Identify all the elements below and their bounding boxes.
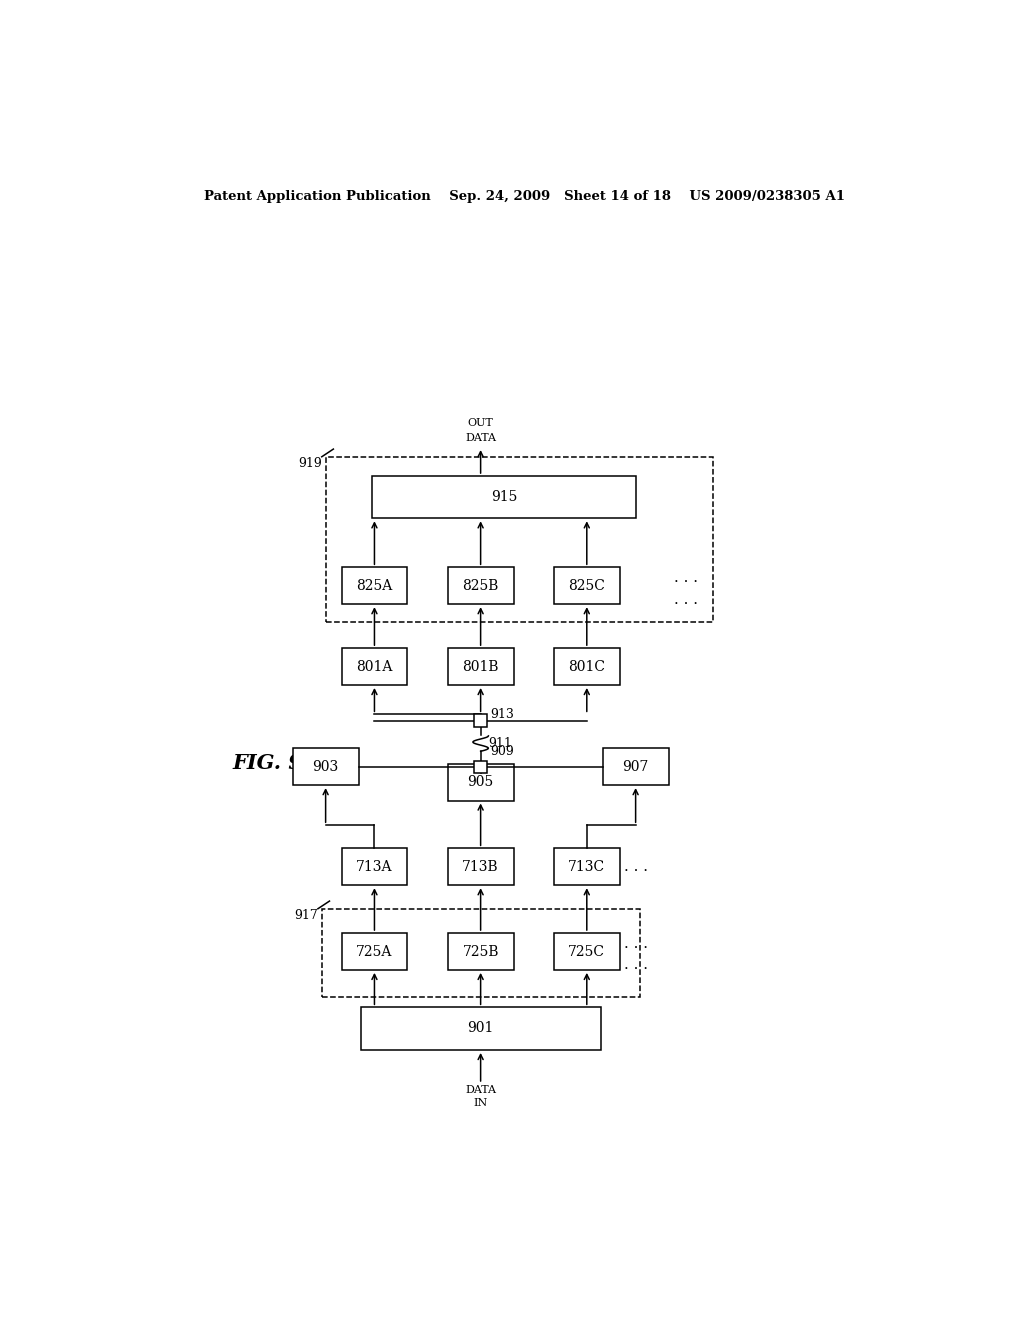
Text: FIG. 9: FIG. 9 bbox=[232, 752, 303, 772]
Text: 713A: 713A bbox=[356, 859, 392, 874]
Text: 913: 913 bbox=[489, 708, 514, 721]
Text: IN: IN bbox=[473, 1098, 487, 1107]
Bar bbox=[603, 748, 669, 785]
Text: 825C: 825C bbox=[568, 578, 605, 593]
Bar bbox=[326, 457, 713, 622]
Text: 725B: 725B bbox=[463, 945, 499, 958]
Bar bbox=[447, 568, 514, 605]
Text: Patent Application Publication    Sep. 24, 2009   Sheet 14 of 18    US 2009/0238: Patent Application Publication Sep. 24, … bbox=[205, 190, 845, 203]
Text: 801A: 801A bbox=[356, 660, 392, 673]
Text: 907: 907 bbox=[623, 760, 649, 774]
Bar bbox=[342, 933, 408, 970]
Bar bbox=[372, 477, 636, 519]
Text: 801B: 801B bbox=[463, 660, 499, 673]
Text: 725A: 725A bbox=[356, 945, 392, 958]
Text: 713B: 713B bbox=[462, 859, 499, 874]
Text: 909: 909 bbox=[489, 744, 514, 758]
Text: 901: 901 bbox=[467, 1022, 494, 1035]
Text: DATA: DATA bbox=[465, 1085, 496, 1096]
Bar bbox=[554, 933, 620, 970]
Bar bbox=[342, 648, 408, 685]
Bar bbox=[447, 648, 514, 685]
Text: 919: 919 bbox=[298, 457, 322, 470]
Bar bbox=[342, 849, 408, 886]
Bar bbox=[322, 908, 640, 998]
Text: 825A: 825A bbox=[356, 578, 392, 593]
Text: . . .: . . . bbox=[674, 572, 698, 585]
Text: OUT: OUT bbox=[468, 418, 494, 428]
Bar bbox=[474, 714, 486, 726]
Text: . . .: . . . bbox=[624, 958, 647, 973]
Text: 713C: 713C bbox=[568, 859, 605, 874]
Bar bbox=[554, 568, 620, 605]
Text: . . .: . . . bbox=[624, 859, 647, 874]
Text: . . .: . . . bbox=[674, 593, 698, 607]
Bar bbox=[360, 1007, 601, 1049]
Bar bbox=[554, 648, 620, 685]
Text: 917: 917 bbox=[294, 908, 317, 921]
Text: 915: 915 bbox=[490, 490, 517, 504]
Text: 801C: 801C bbox=[568, 660, 605, 673]
Text: DATA: DATA bbox=[465, 433, 496, 444]
Bar bbox=[293, 748, 358, 785]
Text: 725C: 725C bbox=[568, 945, 605, 958]
Bar bbox=[474, 760, 486, 774]
Text: 825B: 825B bbox=[463, 578, 499, 593]
Bar bbox=[554, 849, 620, 886]
Bar bbox=[447, 933, 514, 970]
Text: . . .: . . . bbox=[624, 937, 647, 950]
Bar bbox=[447, 763, 514, 800]
Text: 905: 905 bbox=[468, 775, 494, 789]
Text: 911: 911 bbox=[488, 737, 512, 750]
Text: 903: 903 bbox=[312, 760, 339, 774]
Bar bbox=[447, 849, 514, 886]
Bar bbox=[342, 568, 408, 605]
